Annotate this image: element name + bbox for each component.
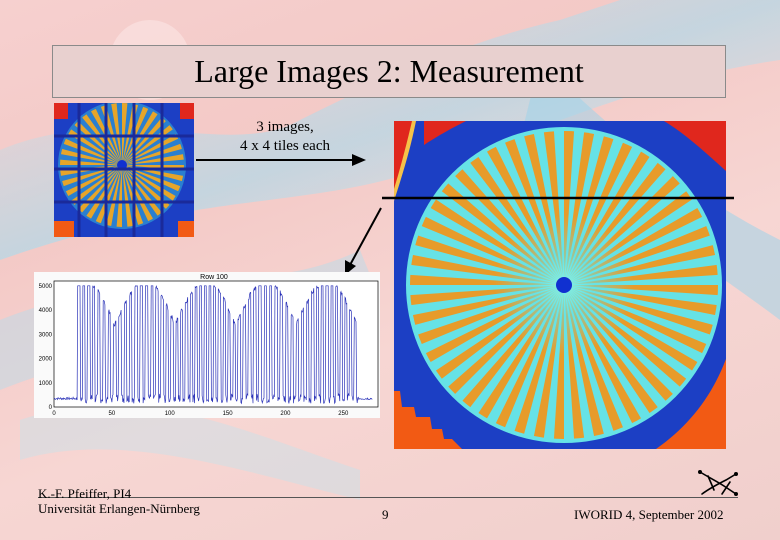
footer-rule	[38, 497, 738, 498]
star-wedge	[122, 165, 157, 227]
footer-event: IWORID 4, September 2002	[574, 507, 724, 522]
measurement-line	[382, 196, 734, 200]
x-tick-label: 250	[338, 411, 349, 417]
x-tick-label: 50	[109, 411, 116, 417]
y-tick-label: 1000	[39, 381, 53, 387]
row-profile-plot: Row 100 5000 4000 3000 2000 1000 0 0 50 100 150 2…	[34, 272, 380, 418]
star-wedge	[122, 103, 141, 165]
large-star-image	[394, 121, 726, 449]
footer-institution: Universität Erlangen-Nürnberg	[38, 501, 200, 516]
star-wedge	[81, 165, 122, 226]
y-tick-label: 0	[49, 405, 53, 411]
star-wedge	[68, 115, 122, 165]
star-wedge	[122, 165, 183, 206]
caption: 3 images, 4 x 4 tiles each	[230, 118, 340, 156]
caption-line-2: 4 x 4 tiles each	[240, 138, 330, 154]
plot-title: Row 100	[200, 274, 228, 281]
slide-title: Large Images 2: Measurement	[194, 53, 584, 89]
star-wedge	[109, 103, 122, 165]
star-wedge	[122, 152, 184, 165]
star-wedge	[72, 165, 122, 219]
star-wedge	[122, 165, 184, 195]
star-wedge	[122, 103, 152, 165]
caption-line-1: 3 images,	[256, 119, 314, 135]
y-tick-label: 5000	[39, 284, 53, 290]
title-box: Large Images 2: Measurement	[52, 45, 726, 98]
star-wedge	[122, 103, 129, 165]
star-wedge	[103, 165, 122, 227]
x-tick-label: 0	[52, 411, 56, 417]
star-wedge	[98, 103, 122, 165]
y-tick-label: 4000	[39, 308, 53, 314]
tiled-image-thumbnail	[54, 103, 194, 237]
star-wedge	[122, 141, 184, 165]
y-tick-label: 2000	[39, 357, 53, 363]
y-tick-label: 3000	[39, 332, 53, 338]
profile-trace	[53, 285, 373, 405]
footer-author: K.-F. Pfeiffer, PI4	[38, 486, 132, 501]
logo-icon	[698, 470, 738, 496]
x-tick-label: 200	[280, 411, 291, 417]
x-tick-label: 100	[165, 411, 176, 417]
star-wedge	[122, 130, 184, 165]
star-wedge	[122, 120, 180, 165]
x-tick-label: 150	[223, 411, 234, 417]
star-wedge	[122, 165, 135, 227]
star-wedge	[115, 165, 122, 227]
page-number: 9	[382, 507, 389, 522]
